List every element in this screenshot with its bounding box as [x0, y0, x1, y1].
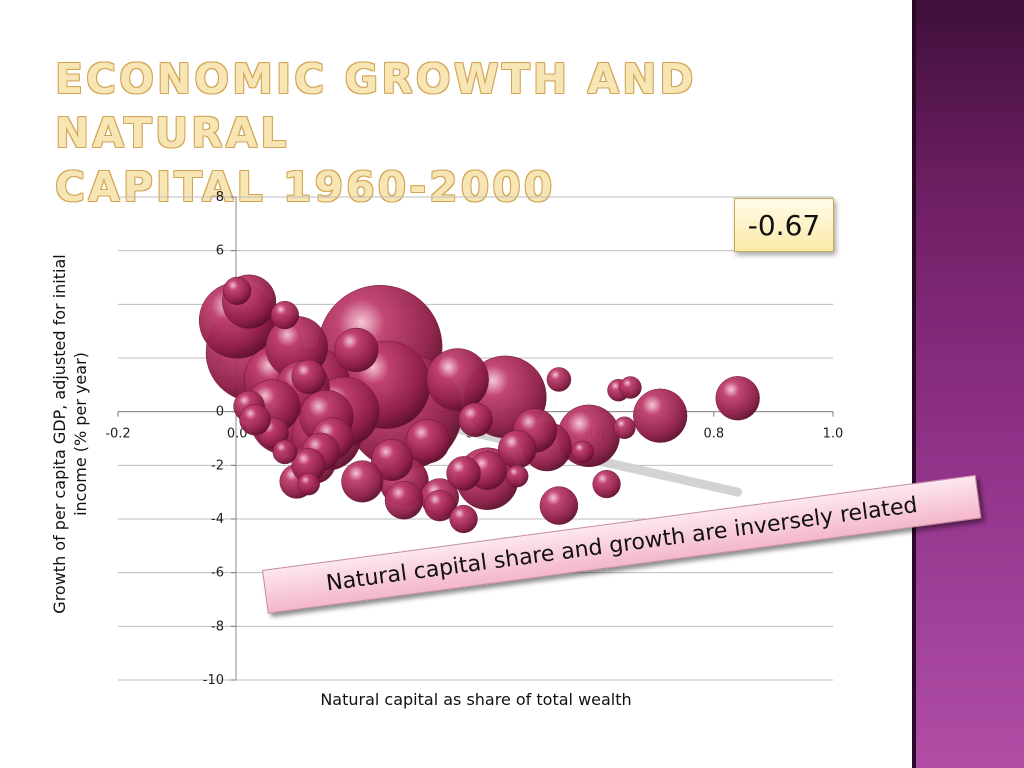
data-bubble [546, 367, 572, 392]
data-bubble [405, 419, 451, 464]
data-bubble [297, 472, 320, 496]
data-bubble [619, 376, 642, 399]
title-line-1: Economic Growth and Natural [55, 55, 697, 157]
data-points [198, 274, 760, 534]
data-bubble [613, 416, 636, 439]
x-tick-label: 0.0 [227, 427, 248, 442]
data-bubble [449, 504, 478, 534]
data-bubble [505, 464, 529, 488]
data-bubble [571, 440, 594, 464]
data-bubble [270, 300, 299, 330]
side-accent-band [912, 0, 1024, 768]
y-tick-label: 8 [216, 190, 224, 205]
y-tick-label: -8 [211, 619, 224, 634]
data-bubble [539, 486, 579, 525]
x-tick-label: 0.8 [703, 427, 724, 442]
data-bubble [426, 348, 489, 411]
data-bubble [384, 480, 424, 520]
data-bubble [291, 359, 326, 395]
tick-labels: 86420-2-4-6-8-10-0.20.00.20.40.60.81.0 [105, 190, 843, 688]
x-tick-label: 1.0 [823, 427, 844, 442]
data-bubble [592, 470, 621, 499]
data-bubble [497, 429, 537, 469]
data-bubble [458, 402, 493, 437]
data-bubble [446, 456, 481, 491]
y-tick-label: -6 [211, 566, 224, 581]
data-bubble [272, 439, 298, 465]
y-tick-label: -4 [211, 512, 224, 527]
data-bubble [424, 489, 456, 522]
correlation-badge: -0.67 [734, 198, 834, 252]
slide-title: Economic Growth and Natural Capital 1960… [55, 52, 895, 214]
data-bubble [223, 276, 252, 306]
data-bubble [371, 438, 414, 482]
data-bubble [715, 376, 760, 421]
title-line-2: Capital 1960-2000 [55, 163, 556, 211]
y-tick-label: -2 [211, 458, 224, 473]
x-tick-label: -0.2 [105, 427, 130, 442]
data-bubble [239, 403, 271, 436]
y-tick-label: 0 [216, 405, 224, 420]
data-bubble [341, 460, 384, 503]
x-axis-label: Natural capital as share of total wealth [320, 690, 632, 709]
data-bubble [334, 327, 379, 373]
y-tick-label: -10 [203, 673, 224, 688]
y-axis-label: Growth of per capita GDP, adjusted for i… [50, 254, 90, 614]
data-bubble [633, 388, 688, 443]
y-tick-label: 6 [216, 244, 224, 259]
chart-area: 86420-2-4-6-8-10-0.20.00.20.40.60.81.0 [105, 190, 843, 688]
